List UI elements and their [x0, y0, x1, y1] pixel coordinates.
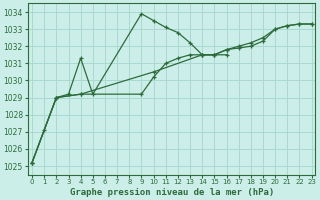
- X-axis label: Graphe pression niveau de la mer (hPa): Graphe pression niveau de la mer (hPa): [70, 188, 274, 197]
